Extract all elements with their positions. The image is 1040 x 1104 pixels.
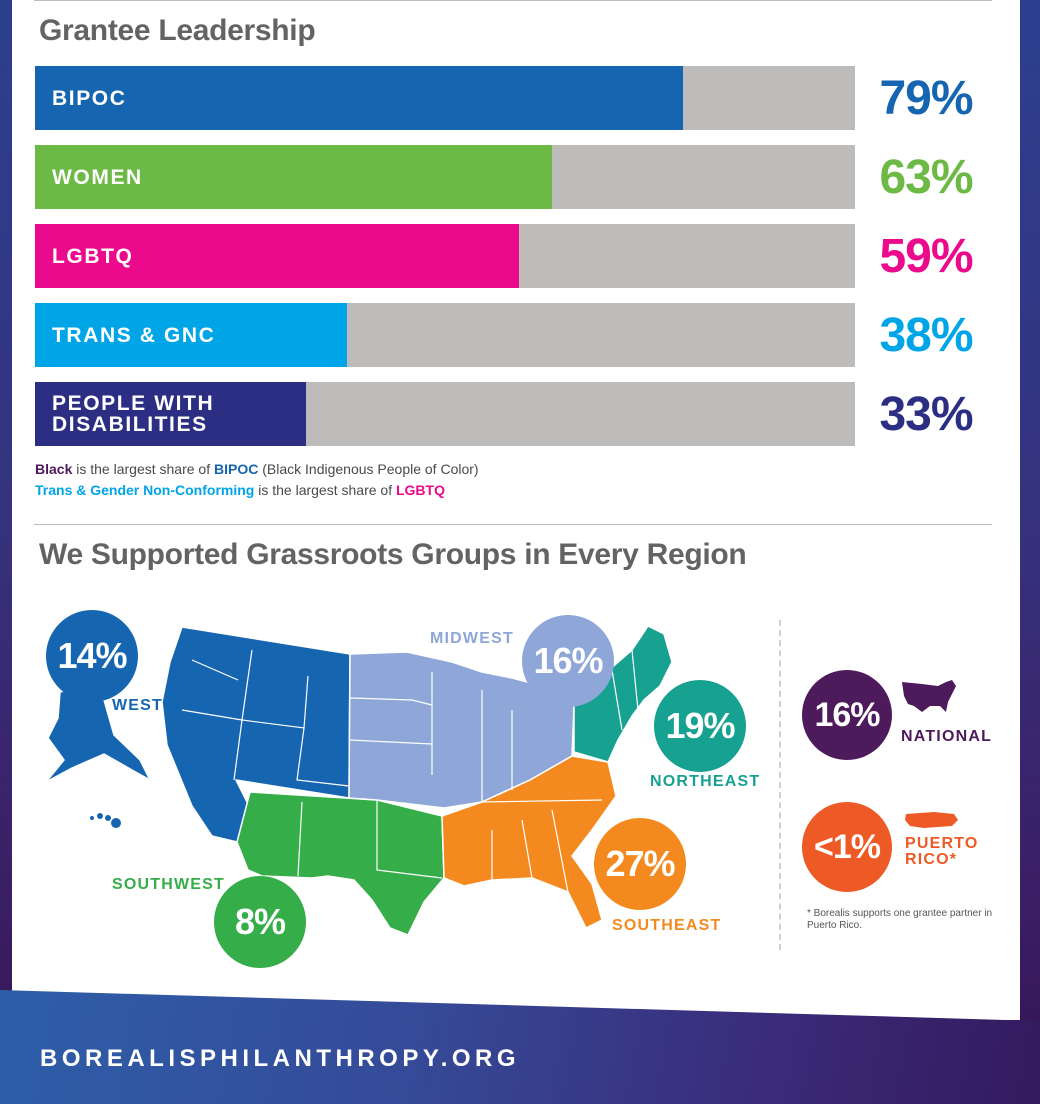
puerto-rico-label-line2: RICO* [905, 851, 958, 868]
puerto-rico-footnote: * Borealis supports one grantee partner … [807, 908, 993, 931]
section-divider [34, 524, 992, 525]
bar-row: TRANS & GNC [35, 303, 855, 367]
footer-website-link[interactable]: BOREALISPHILANTHROPY.ORG [40, 1045, 521, 1072]
bar-fill [35, 66, 683, 130]
note-bipoc: BIPOC [214, 461, 259, 477]
northeast-label: NORTHEAST [650, 773, 761, 790]
bar-label: WOMEN [52, 165, 143, 189]
northeast-bubble: 19% [654, 680, 746, 772]
bipoc-note: Black is the largest share of BIPOC (Bla… [35, 461, 479, 477]
southeast-label: SOUTHEAST [612, 917, 722, 934]
state-borders [181, 649, 639, 893]
us-map-graphic [45, 625, 673, 936]
bar-row: BIPOC [35, 66, 855, 130]
leadership-title: Grantee Leadership [39, 14, 316, 47]
bar-value-label: 33% [879, 387, 973, 441]
southeast-region-shape [441, 755, 617, 929]
bar-fill [35, 303, 347, 367]
west-label: WEST [112, 697, 164, 714]
note-black: Black [35, 461, 73, 477]
southwest-label: SOUTHWEST [112, 876, 226, 893]
note-text: (Black Indigenous People of Color) [258, 461, 479, 477]
top-divider [34, 0, 992, 1]
lgbtq-note: Trans & Gender Non-Conforming is the lar… [35, 482, 445, 498]
us-silhouette-icon [902, 680, 956, 712]
bar-fill [35, 224, 519, 288]
bar-label: BIPOC [52, 86, 127, 110]
bar-value-label: 63% [879, 150, 973, 204]
national-bubble: 16% [802, 670, 892, 760]
bar-label: LGBTQ [52, 244, 134, 268]
note-lgbtq: LGBTQ [395, 482, 445, 498]
national-label: NATIONAL [901, 728, 993, 745]
bar-fill [35, 145, 552, 209]
hawaii-shape [90, 813, 121, 828]
infographic-card: Grantee Leadership BIPOC 79% WOMEN 63% LGBTQ… [12, 0, 1020, 1020]
note-trans-gnc: Trans & Gender Non-Conforming [35, 482, 255, 498]
midwest-label: MIDWEST [430, 630, 514, 647]
map-divider [779, 620, 781, 950]
bar-label: PEOPLE WITH DISABILITIES [52, 392, 215, 436]
note-text: is the largest share of [254, 482, 396, 498]
note-text: is the largest share of [72, 461, 214, 477]
bar-row: PEOPLE WITH DISABILITIES [35, 382, 855, 446]
puerto-rico-label: PUERTO RICO* [905, 836, 979, 868]
bar-value-label: 59% [879, 229, 973, 283]
alaska-shape [45, 686, 151, 783]
bar-value-label: 79% [879, 71, 973, 125]
regions-title: We Supported Grassroots Groups in Every … [39, 538, 747, 571]
bar-fill [35, 382, 306, 446]
puerto-rico-bubble: <1% [802, 802, 892, 892]
bar-value-label: 38% [879, 308, 973, 362]
puerto-rico-label-line1: PUERTO [905, 835, 979, 852]
midwest-region-shape [348, 651, 575, 809]
bar-row: WOMEN [35, 145, 855, 209]
west-bubble: 14% [46, 610, 138, 702]
bar-row: LGBTQ [35, 224, 855, 288]
southeast-bubble: 27% [594, 818, 686, 910]
us-region-map: WEST 14% MIDWEST 16% 19% NORTHEAST 27% S… [12, 580, 1020, 980]
bar-label: TRANS & GNC [52, 323, 216, 347]
midwest-bubble: 16% [522, 615, 614, 707]
puerto-rico-icon [905, 812, 958, 828]
southwest-bubble: 8% [214, 876, 306, 968]
